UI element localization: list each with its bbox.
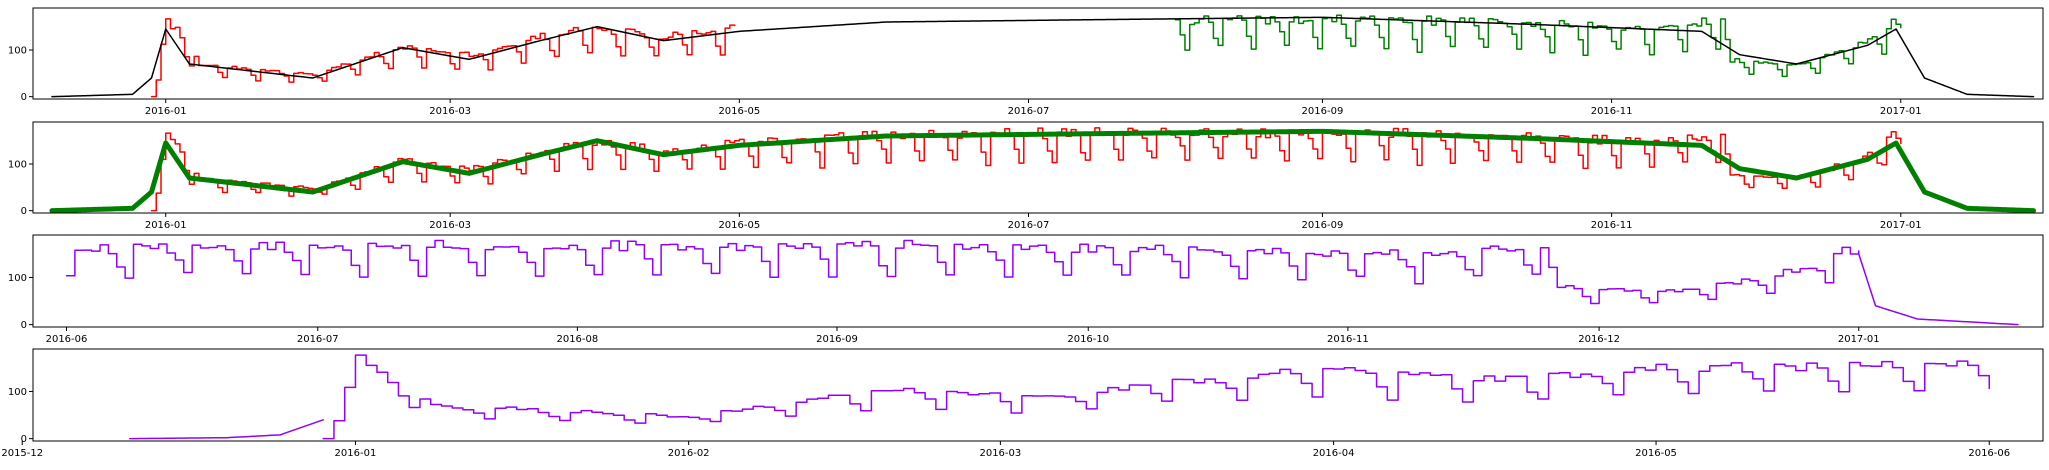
x-tick-label: 2016-11	[1327, 334, 1369, 345]
x-tick-label: 2016-07	[1008, 220, 1050, 231]
x-tick-label: 2016-05	[718, 220, 760, 231]
x-tick-label: 2016-03	[979, 448, 1021, 459]
plot-background	[33, 122, 2043, 213]
series-line-1	[128, 419, 324, 440]
y-tick-label: 0	[21, 92, 27, 103]
series-line-2	[49, 128, 2037, 214]
x-tick-label: 2016-04	[1313, 448, 1355, 459]
x-tick-label: 2017-01	[1880, 106, 1922, 117]
y-tick-label: 100	[8, 387, 27, 398]
plot-frame	[32, 7, 2044, 100]
series-line-2	[1858, 253, 2019, 326]
y-tick-label: 100	[8, 160, 27, 171]
x-tick-label: 2016-06	[1968, 448, 2010, 459]
x-tick-label: 2015-12	[1, 448, 43, 459]
x-tick-label: 2016-05	[718, 106, 760, 117]
x-tick-label: 2016-11	[1591, 220, 1633, 231]
x-tick-label: 2016-09	[816, 334, 858, 345]
y-tick-label: 100	[8, 273, 27, 284]
x-tick-label: 2016-08	[556, 334, 598, 345]
plot-background	[33, 8, 2043, 99]
chart-panel-3: 0 100 2016-06 2016-07 2016-08 2016-09 2016-10 2…	[8, 234, 2044, 345]
x-tick-label: 2016-12	[1578, 334, 1620, 345]
y-tick-label: 100	[8, 46, 27, 57]
y-tick-label: 0	[21, 320, 27, 331]
x-tick-label: 2016-03	[429, 106, 471, 117]
y-tick-label: 0	[21, 434, 27, 445]
x-tick-label: 2016-03	[429, 220, 471, 231]
y-tick-label: 0	[21, 206, 27, 217]
x-tick-label: 2016-01	[145, 106, 187, 117]
plot-frame	[32, 234, 2044, 328]
x-tick-label: 2016-06	[46, 334, 88, 345]
x-tick-label: 2016-01	[145, 220, 187, 231]
series-line-1	[65, 239, 1860, 305]
series-line-2	[322, 354, 1991, 440]
x-tick-label: 2017-01	[1838, 334, 1880, 345]
x-tick-label: 2016-02	[668, 448, 710, 459]
x-tick-label: 2016-10	[1067, 334, 1109, 345]
x-tick-label: 2016-01	[335, 448, 377, 459]
x-tick-label: 2016-09	[1302, 220, 1344, 231]
x-tick-label: 2016-05	[1635, 448, 1677, 459]
x-tick-label: 2016-09	[1302, 106, 1344, 117]
x-tick-label: 2017-01	[1880, 220, 1922, 231]
plot-background	[33, 349, 2043, 441]
series-line-1	[150, 18, 736, 98]
chart-panel-4: 0 100 2015-12 2016-01 2016-02 2016-03 2016-04 2…	[1, 348, 2044, 459]
x-tick-label: 2016-11	[1591, 106, 1633, 117]
x-tick-label: 2016-07	[297, 334, 339, 345]
chart-panel-1: 0 100 2016-01 2016-03 2016-05 2016-07 2016-09 2…	[8, 7, 2044, 117]
series-line-3	[51, 16, 2035, 98]
chart-panels: 0 100 2016-01 2016-03 2016-05 2016-07 2016-09 2…	[1, 7, 2044, 459]
chart-panel-2: 0 100 2016-01 2016-03 2016-05 2016-07 2016-09 2…	[8, 121, 2044, 231]
plot-frame	[32, 121, 2044, 214]
x-tick-label: 2016-07	[1008, 106, 1050, 117]
plot-frame	[32, 348, 2044, 442]
